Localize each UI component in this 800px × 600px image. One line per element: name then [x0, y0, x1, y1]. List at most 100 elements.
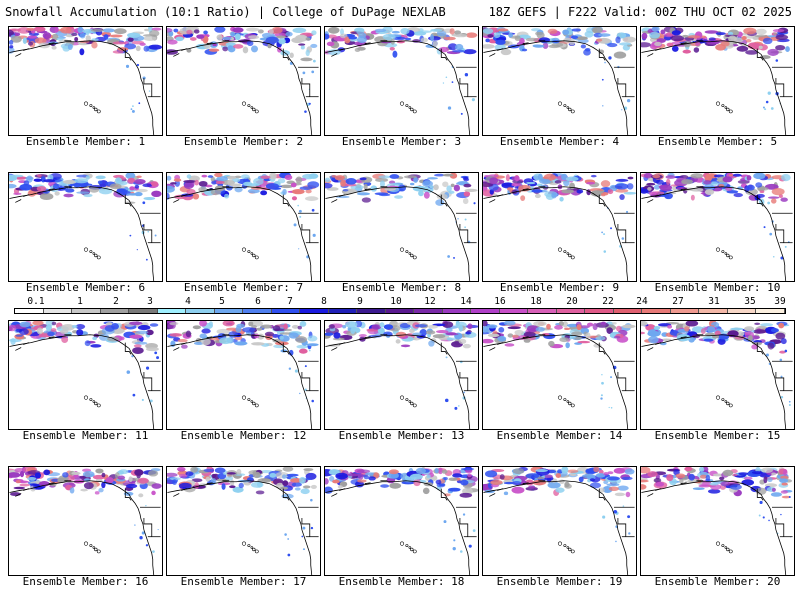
- snowfall-area: [704, 30, 719, 34]
- snowfall-area: [27, 41, 34, 46]
- hawaii-island: [715, 101, 721, 106]
- snowfall-spot: [602, 105, 604, 107]
- hawaii-island: [728, 403, 733, 408]
- snowfall-area: [727, 31, 734, 36]
- snowfall-area: [65, 188, 75, 193]
- snowfall-area: [433, 184, 439, 191]
- snowfall-area: [428, 340, 435, 347]
- snowfall-area: [512, 468, 525, 475]
- snowfall-area: [641, 321, 648, 327]
- hawaii-island: [557, 247, 563, 252]
- snowfall-area: [51, 45, 57, 50]
- snowfall-area: [186, 29, 193, 35]
- hawaii-island: [405, 104, 409, 108]
- snowfall-area: [299, 186, 313, 191]
- snowfall-area: [256, 481, 263, 488]
- snowfall-area: [136, 175, 142, 179]
- snowfall-area: [299, 476, 306, 484]
- ensemble-member-label: Ensemble Member: 11: [22, 429, 149, 442]
- ensemble-member-label: Ensemble Member: 8: [341, 281, 462, 294]
- snowfall-area: [60, 27, 72, 34]
- snowfall-area: [745, 50, 758, 55]
- snowfall-area: [467, 473, 472, 478]
- snowfall-spot: [458, 405, 460, 407]
- legend-label: 2: [113, 296, 119, 307]
- snowfall-area: [627, 176, 634, 180]
- snowfall-legend: 0.1 1 2 3 4 5 6 7 8 9 10 12 14 16 18 20 22 24 27 31 35 39: [14, 296, 786, 318]
- legend-color-cell: [72, 309, 101, 313]
- snowfall-area: [504, 343, 515, 347]
- legend-color-cell: [670, 309, 700, 313]
- snowfall-area: [291, 196, 298, 201]
- snowfall-area: [378, 175, 392, 179]
- border-line: [124, 194, 132, 207]
- snowfall-area: [448, 43, 458, 51]
- snowfall-area: [227, 472, 236, 475]
- ensemble-member-label: Ensemble Member: 14: [496, 429, 623, 442]
- hawaii-island: [94, 401, 98, 406]
- hawaii-island: [399, 395, 405, 400]
- snowfall-area: [186, 48, 192, 53]
- snowfall-area: [675, 473, 686, 479]
- snowfall-area: [303, 468, 314, 472]
- snowfall-area: [83, 193, 93, 198]
- snowfall-area: [700, 328, 706, 335]
- legend-label: 10: [390, 296, 402, 307]
- snowfall-area: [728, 173, 734, 177]
- snowfall-spot: [145, 258, 148, 261]
- coastline: [9, 40, 155, 135]
- snowfall-area: [403, 175, 417, 179]
- border-line: [282, 342, 290, 355]
- snowfall-area: [307, 181, 320, 189]
- snowfall-spot: [443, 520, 447, 524]
- hawaii-island: [724, 400, 728, 403]
- hawaii-island: [721, 250, 725, 254]
- snowfall-area: [47, 331, 55, 337]
- snowfall-area: [704, 184, 715, 191]
- snowfall-spot: [299, 215, 302, 218]
- coastline: [167, 334, 313, 429]
- snowfall-area: [752, 36, 759, 41]
- snowfall-area: [334, 175, 345, 181]
- snowfall-spot: [780, 375, 783, 378]
- snowfall-area: [547, 481, 561, 489]
- legend-labels: 0.1 1 2 3 4 5 6 7 8 9 10 12 14 16 18 20 22 24 27 31 35 39: [14, 296, 786, 307]
- border-line: [440, 342, 448, 355]
- snowfall-area: [555, 487, 565, 493]
- snowfall-area: [686, 35, 701, 39]
- snowfall-area: [730, 327, 744, 331]
- snowfall-area: [483, 326, 489, 333]
- ensemble-map-panel: [482, 320, 637, 430]
- snowfall-area: [566, 469, 579, 473]
- legend-color-cell: [756, 309, 785, 313]
- snowfall-area: [203, 30, 208, 35]
- snowfall-area: [641, 484, 647, 490]
- snowfall-map: [641, 321, 793, 429]
- snowfall-area: [144, 28, 150, 32]
- snowfall-area: [379, 180, 386, 188]
- ensemble-member-label: Ensemble Member: 12: [180, 429, 307, 442]
- snowfall-spot: [765, 100, 769, 104]
- snowfall-area: [282, 480, 289, 487]
- snowfall-area: [294, 487, 301, 491]
- snowfall-area: [446, 185, 452, 192]
- snowfall-area: [484, 470, 498, 478]
- snowfall-area: [91, 38, 99, 41]
- coastline: [483, 480, 629, 575]
- snowfall-area: [328, 469, 340, 476]
- snowfall-area: [264, 331, 275, 337]
- snowfall-area: [45, 324, 52, 332]
- aleutian-islands: [173, 186, 230, 203]
- snowfall-area: [74, 37, 79, 42]
- snowfall-area: [535, 326, 545, 332]
- snowfall-area: [216, 328, 230, 335]
- snowfall-area: [291, 324, 299, 329]
- snowfall-area: [767, 342, 775, 350]
- hawaii-island: [241, 247, 247, 252]
- legend-label: 35: [744, 296, 756, 307]
- snowfall-area: [571, 331, 583, 337]
- snowfall-spot: [763, 226, 766, 229]
- snowfall-area: [13, 32, 21, 37]
- snowfall-spot: [148, 90, 151, 92]
- snowfall-area: [534, 193, 541, 199]
